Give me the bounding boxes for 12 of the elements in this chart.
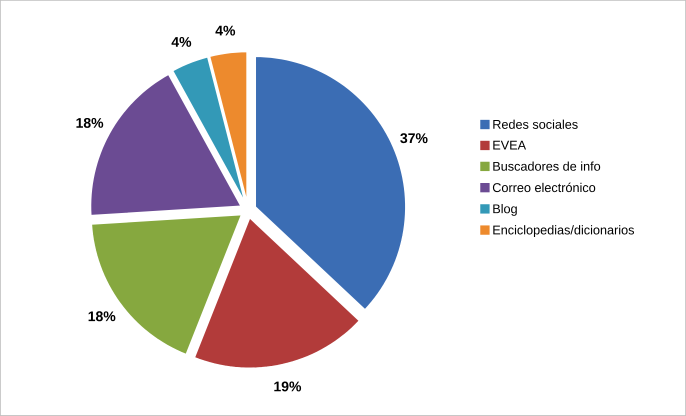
data-label: 18% (88, 311, 116, 322)
legend-label: Redes sociales (493, 120, 578, 129)
legend-label: EVEA (493, 140, 526, 150)
data-label: 18% (76, 118, 104, 128)
data-label: 19% (274, 381, 302, 392)
data-label: 4% (172, 36, 192, 47)
legend-label: Correo electrónico (492, 182, 596, 192)
legend-label: Blog (493, 204, 517, 216)
legend-label: Enciclopedias/dicionarios (493, 225, 634, 237)
data-label: 4% (215, 26, 236, 36)
data-label: 37% (400, 133, 428, 144)
legend-label: Buscadores de info (493, 161, 600, 171)
